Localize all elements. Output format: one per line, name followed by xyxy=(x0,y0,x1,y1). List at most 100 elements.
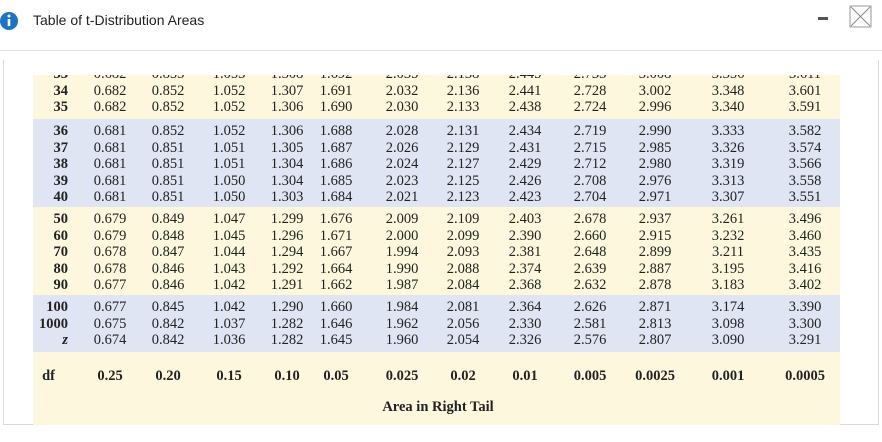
table-cell: 1.671 xyxy=(319,227,353,244)
table-cell: 2.441 xyxy=(508,82,542,99)
table-cell: 3.261 xyxy=(711,211,745,227)
table-cell: 3.416 xyxy=(788,260,822,277)
row-group: 330.6820.8531.0531.3081.6922.0352.1382.4… xyxy=(33,75,840,119)
table-cell: 2.639 xyxy=(573,260,607,277)
table-cell: 2.030 xyxy=(385,99,419,116)
table-cell: 3.211 xyxy=(711,244,745,261)
table-cell: 1.685 xyxy=(319,172,353,189)
table-cell: 2.648 xyxy=(573,244,607,261)
table-cell: 2.632 xyxy=(573,277,607,294)
table-cell: 2.990 xyxy=(638,123,672,139)
table-cell: 2.123 xyxy=(446,189,480,206)
table-cell: 2.390 xyxy=(508,227,542,244)
table-cell: 1.053 xyxy=(197,75,261,82)
table-cell: 2.026 xyxy=(385,139,419,156)
table-cell: 2.088 xyxy=(446,260,480,277)
table-cell: 0.852 xyxy=(151,123,185,139)
table-cell: 2.028 xyxy=(385,123,419,139)
row-group: 50 0.679 0.849 1.047 1.299 1.676 2.009 2.109 2.4… xyxy=(33,207,840,295)
table-cell: 1.662 xyxy=(319,277,353,294)
table-cell: 2.035 xyxy=(370,75,434,82)
table-cell: 0.681 xyxy=(93,172,127,189)
df-label: z xyxy=(62,332,68,349)
table-cell: 2.084 xyxy=(446,277,480,294)
table-cell: 0.678 xyxy=(93,244,127,261)
table-cell: 2.438 xyxy=(508,99,542,116)
table-cell: 0.677 xyxy=(93,277,127,294)
table-cell: 1.292 xyxy=(270,260,304,277)
column-header: 0.25 xyxy=(97,368,123,384)
table-cell: 3.232 xyxy=(711,227,745,244)
table-cell: 2.127 xyxy=(446,156,480,173)
table-cell: 2.009 xyxy=(385,211,419,227)
table-cell: 2.364 xyxy=(508,299,542,315)
table-cell: 3.390 xyxy=(788,299,822,315)
table-cell: 2.813 xyxy=(638,315,672,332)
table-cell: 1.050 xyxy=(212,189,246,206)
table-cell: 0.678 xyxy=(93,260,127,277)
dialog-title: Table of t-Distribution Areas xyxy=(33,12,205,28)
table-cell: 2.712 xyxy=(573,156,607,173)
table-cell: 1.303 xyxy=(270,189,304,206)
df-label: 33 xyxy=(33,75,69,82)
table-cell: 1.306 xyxy=(270,99,304,116)
column-header: 0.05 xyxy=(323,368,349,384)
table-cell: 1.296 xyxy=(270,227,304,244)
minimize-button[interactable] xyxy=(818,17,828,20)
table-cell: 0.848 xyxy=(151,227,185,244)
table-cell: 2.980 xyxy=(638,156,672,173)
table-cell: 2.125 xyxy=(446,172,480,189)
table-cell: 1.036 xyxy=(212,332,246,349)
table-cell: 2.081 xyxy=(446,299,480,315)
table-cell: 2.719 xyxy=(573,123,607,139)
table-cell: 3.601 xyxy=(788,82,822,99)
table-cell: 2.024 xyxy=(385,156,419,173)
table-cell: 2.626 xyxy=(573,299,607,315)
table-cell: 3.008 xyxy=(623,75,687,82)
table-cell: 2.131 xyxy=(446,123,480,139)
table-cell: 0.847 xyxy=(151,244,185,261)
table-cell: 2.381 xyxy=(508,244,542,261)
table-cell: 2.576 xyxy=(573,332,607,349)
window-controls[interactable] xyxy=(814,5,876,29)
column-header: 0.0005 xyxy=(785,368,825,384)
df-label: 80 xyxy=(53,260,69,277)
table-cell: 1.646 xyxy=(319,315,353,332)
table-cell: 3.551 xyxy=(788,189,822,206)
table-cell: 2.708 xyxy=(573,172,607,189)
table-cell: 2.374 xyxy=(508,260,542,277)
table-cell: 1.051 xyxy=(212,139,246,156)
column-header: 0.01 xyxy=(512,368,538,384)
table-cell: 1.305 xyxy=(270,139,304,156)
table-cell: 0.682 xyxy=(93,99,127,116)
table-cell: 0.852 xyxy=(151,82,185,99)
close-button[interactable] xyxy=(849,5,872,28)
table-cell: 2.807 xyxy=(638,332,672,349)
table-cell: 2.023 xyxy=(385,172,419,189)
table-cell: 2.054 xyxy=(446,332,480,349)
dialog-header: Table of t-Distribution Areas xyxy=(0,0,882,51)
table-cell: 2.899 xyxy=(638,244,672,261)
footer: df 0.25 0.20 0.15 0.10 0.05 0.025 0.02 0.01 0.005… xyxy=(33,352,840,425)
table-cell: 2.000 xyxy=(385,227,419,244)
table-cell: 1.290 xyxy=(270,299,304,315)
table-cell: 1.306 xyxy=(270,123,304,139)
table-cell: 1.299 xyxy=(270,211,304,227)
table-cell: 0.849 xyxy=(151,211,185,227)
table-cell: 0.674 xyxy=(93,332,127,349)
table-cell: 1.690 xyxy=(319,99,353,116)
df-label: 100 xyxy=(46,299,68,315)
table-cell: 2.581 xyxy=(573,315,607,332)
df-label: 38 xyxy=(53,156,69,173)
table-cell: 3.402 xyxy=(788,277,822,294)
table-cell: 2.109 xyxy=(446,211,480,227)
table-cell: 0.681 xyxy=(93,139,127,156)
column-header: 0.0025 xyxy=(635,368,675,384)
table-cell: 3.002 xyxy=(638,82,672,99)
table-cell: 1.050 xyxy=(212,172,246,189)
table-cell: 1.987 xyxy=(385,277,419,294)
table-cell: 2.985 xyxy=(638,139,672,156)
axis-label: Area in Right Tail xyxy=(382,399,494,415)
table-cell: 1.684 xyxy=(319,189,353,206)
